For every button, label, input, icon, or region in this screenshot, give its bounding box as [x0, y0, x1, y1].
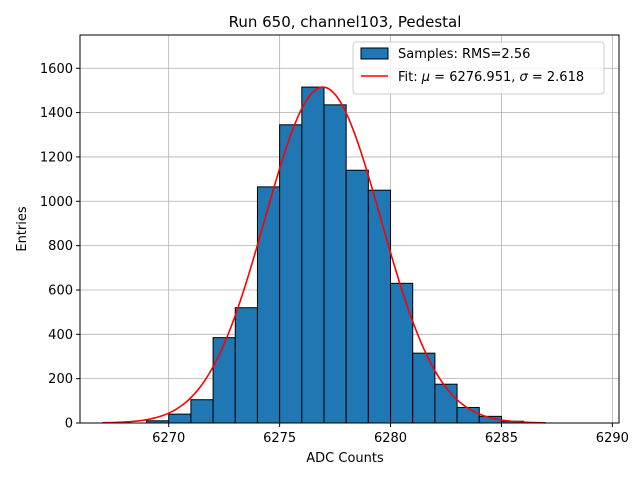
y-tick-label: 1000	[40, 195, 73, 210]
x-axis-label: ADC Counts	[306, 451, 384, 466]
y-tick-label: 800	[48, 239, 73, 254]
histogram-bar	[456, 406, 480, 424]
x-tick-label: 6290	[596, 431, 629, 446]
y-tick-label: 1400	[40, 106, 73, 121]
legend-fit-mu-value: = 6276.951,	[430, 70, 519, 85]
chart-title: Run 650, channel103, Pedestal	[229, 13, 462, 31]
histogram-bar	[345, 169, 369, 424]
axes-frame	[79, 34, 620, 424]
histogram-bar	[390, 282, 414, 424]
x-axis-ticks: 6270 6275 6280 6285 6290	[152, 423, 629, 446]
x-tick-label: 6270	[152, 431, 185, 446]
y-axis-ticks: 0 200 400 600 800 1000 1200 1400 1600	[40, 62, 80, 432]
histogram-bar	[434, 383, 458, 424]
legend-fit-label: Fit: μ = 6276.951, σ = 2.618	[398, 70, 584, 85]
histogram-bar	[323, 104, 347, 424]
y-tick-label: 400	[48, 328, 73, 343]
fit-curve	[102, 86, 546, 424]
y-axis-label: Entries	[15, 206, 30, 252]
legend-fit-mu-symbol: μ	[421, 70, 430, 85]
y-tick-label: 1200	[40, 150, 73, 165]
histogram-bar	[212, 337, 236, 424]
legend-fit-prefix: Fit:	[398, 70, 422, 85]
histogram-bar	[279, 124, 303, 424]
histogram-bar	[168, 413, 192, 424]
y-tick-label: 1600	[40, 62, 73, 77]
y-tick-label: 200	[48, 372, 73, 387]
histogram-bar	[256, 186, 281, 424]
y-tick-label: 600	[48, 283, 73, 298]
legend-samples-label: Samples: RMS=2.56	[398, 47, 530, 62]
histogram-bar	[234, 307, 258, 424]
x-tick-label: 6285	[485, 431, 518, 446]
histogram-bars	[146, 86, 525, 424]
y-tick-label: 0	[65, 417, 73, 432]
legend-samples-patch	[360, 47, 389, 60]
legend-box	[352, 41, 605, 95]
histogram-bar	[190, 399, 214, 424]
legend: Samples: RMS=2.56 Fit: μ = 6276.951, σ =…	[352, 41, 605, 95]
legend-fit-sigma-value: = 2.618	[528, 70, 584, 85]
legend-fit-sigma-symbol: σ	[520, 70, 529, 85]
x-tick-label: 6280	[374, 431, 407, 446]
x-tick-label: 6275	[263, 431, 296, 446]
histogram-bar	[301, 86, 325, 424]
histogram-bar	[367, 189, 392, 424]
